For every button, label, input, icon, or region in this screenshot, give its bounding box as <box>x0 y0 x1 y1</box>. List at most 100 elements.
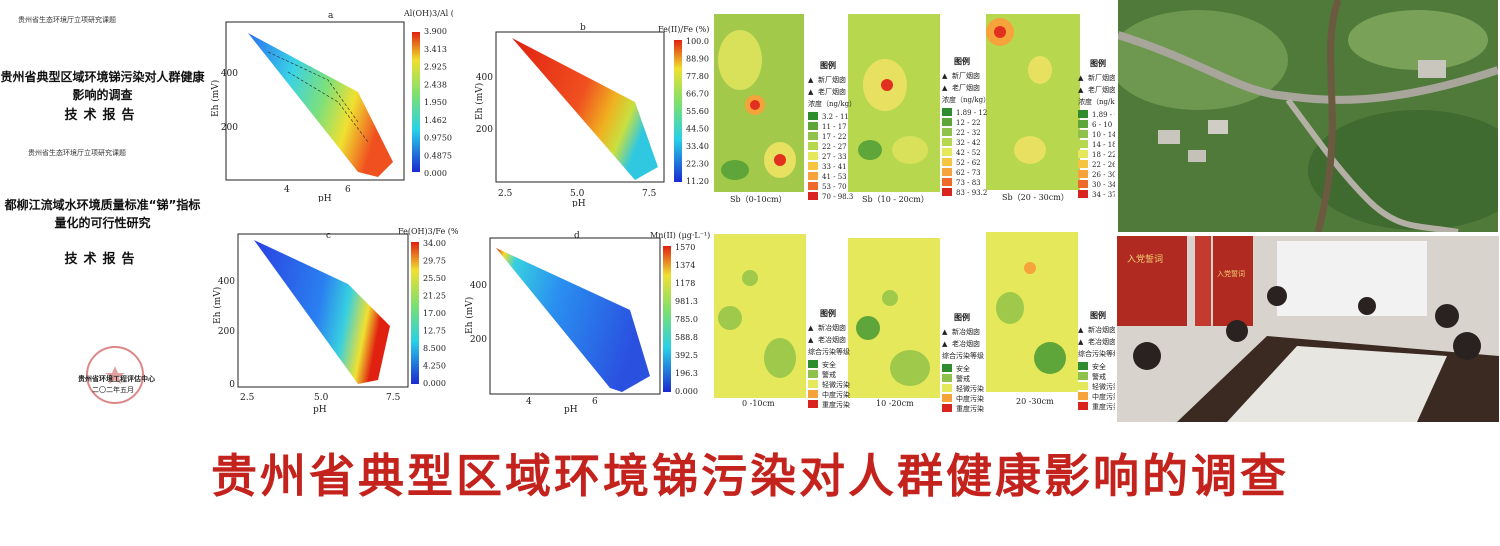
legend-conc-title: 浓度（ng/kg） <box>808 99 856 108</box>
map-sb-0-10: Sb（0-10cm） <box>714 14 804 204</box>
y-axis-label: Eh (mV) <box>210 80 221 117</box>
legend-old-chimney: 老冶烟囱 <box>818 335 846 344</box>
report-subtitle: 技术报告 <box>64 252 141 267</box>
chimney-icon: ▲ <box>942 328 948 336</box>
chart-label: a <box>328 11 334 21</box>
legend-swatch <box>1078 170 1088 178</box>
x-tick: 2.5 <box>240 393 255 403</box>
contour-region <box>512 38 658 180</box>
legend-level: 中度污染 <box>956 394 984 403</box>
y-tick: 400 <box>470 281 487 291</box>
legend-level: 轻微污染 <box>822 380 850 389</box>
legend-class: 34 - 37.7 <box>1092 191 1115 199</box>
legend-swatch <box>1078 402 1088 410</box>
colorbar-tick: 77.80 <box>686 72 709 81</box>
report-title: 贵州省典型区域环境锑污染对人群健康 影响的调查 <box>0 68 205 104</box>
colorbar-tick: 8.500 <box>423 344 446 353</box>
legend-swatch <box>942 138 952 146</box>
colorbar-tick: 0.9750 <box>424 134 452 143</box>
x-tick: 4 <box>526 397 532 407</box>
report-title-line-1: 贵州省典型区域环境锑污染对人群健康 <box>0 70 205 84</box>
y-tick: 400 <box>221 69 238 79</box>
chart-label: d <box>574 231 580 241</box>
map-caption: Sb（10 - 20cm） <box>862 195 929 204</box>
legend-level: 轻微污染 <box>1092 382 1115 391</box>
x-tick: 5.0 <box>570 189 585 199</box>
legend-class: 62 - 73 <box>956 169 981 177</box>
legend-old-chimney: 老冶烟囱 <box>1088 337 1115 346</box>
chimney-icon: ▲ <box>1078 326 1084 334</box>
contour-region <box>254 240 390 384</box>
legend-class: 3.2 - 11 <box>822 113 849 121</box>
colorbar-title: Al(OH)3/Al (%) <box>403 9 453 18</box>
colorbar-tick: 3.413 <box>424 45 447 54</box>
legend-class: 70 - 98.3 <box>822 193 853 201</box>
legend-new-chimney: 新冶烟囱 <box>952 327 980 336</box>
x-tick: 7.5 <box>386 393 401 403</box>
y-axis-label: Eh (mV) <box>464 297 475 334</box>
y-tick: 200 <box>218 327 235 337</box>
legend-swatch <box>1078 160 1088 168</box>
colorbar-tick: 1570 <box>675 243 695 252</box>
banner-text: 入党誓词 <box>1127 253 1163 265</box>
concentration-maps-top: Sb（0-10cm） Sb（10 - 20cm） Sb（20 - 30cm） <box>714 14 1080 204</box>
chimney-icon: ▲ <box>942 84 948 92</box>
legend-swatch <box>808 380 818 388</box>
legend-level: 安全 <box>822 360 836 369</box>
legend-swatch <box>942 108 952 116</box>
legend-level-title: 综合污染等级 <box>1078 349 1115 358</box>
contour-region <box>496 248 650 392</box>
page-banner-title: 贵州省典型区域环境锑污染对人群健康影响的调查 <box>211 449 1289 503</box>
contour-region <box>248 33 393 177</box>
chart-label: b <box>580 23 586 33</box>
colorbar <box>411 242 419 384</box>
legend-swatch <box>808 172 818 180</box>
colorbar-ticks: 1570 1374 1178 981.3 785.0 588.8 392.5 196.3 0.0… <box>675 243 698 396</box>
legend-class: 32 - 42 <box>956 139 981 147</box>
legend-class: 53 - 70 <box>822 183 847 191</box>
colorbar-title: Mn(II) (μg·L⁻¹) <box>650 231 710 240</box>
legend-level: 警戒 <box>956 374 970 383</box>
map-caption: 10 -20cm <box>876 399 914 408</box>
legend-swatch <box>1078 150 1088 158</box>
colorbar <box>674 40 682 182</box>
legend-swatch <box>808 122 818 130</box>
legend-conc-title: 浓度（ng/kg） <box>1078 97 1115 106</box>
legend-title: 图例 <box>820 60 836 70</box>
legend-swatch <box>808 182 818 190</box>
y-axis-label: Eh (mV) <box>212 287 223 324</box>
aerial-photo <box>1118 0 1498 232</box>
legend-swatch <box>1078 110 1088 118</box>
colorbar-tick: 22.30 <box>686 160 709 169</box>
colorbar-tick: 4.250 <box>423 362 446 371</box>
legend-swatch <box>942 364 952 372</box>
legend-swatch <box>1078 130 1088 138</box>
chart-panel-a: a 400 200 4 6 pH Eh (mV) Al(OH)3/Al (%) … <box>210 9 453 202</box>
colorbar-tick: 3.900 <box>424 27 447 36</box>
legend-swatch <box>942 404 952 412</box>
legend-title: 图例 <box>1090 310 1106 320</box>
x-tick: 5.0 <box>314 393 329 403</box>
legend-new-chimney: 新厂烟囱 <box>952 71 980 80</box>
legend-class: 11 - 17 <box>822 123 847 131</box>
legend-swatch <box>808 142 818 150</box>
legend-swatch <box>942 128 952 136</box>
legend-swatch <box>1078 140 1088 148</box>
colorbar-tick: 11.20 <box>686 177 709 186</box>
x-axis-label: pH <box>318 194 332 202</box>
colorbar <box>412 32 420 172</box>
legend-class: 22 - 32 <box>956 129 981 137</box>
report-title-line-2: 量化的可行性研究 <box>54 216 151 230</box>
legend-swatch <box>808 132 818 140</box>
legend-new-chimney: 新冶烟囱 <box>1088 325 1115 334</box>
legend-swatch <box>1078 382 1088 390</box>
pollution-level-maps: 0 -10cm 10 -20cm 20 -30cm <box>714 232 1078 408</box>
colorbar-tick: 33.40 <box>686 142 709 151</box>
colorbar-ticks: 100.0 88.90 77.80 66.70 55.60 44.50 33.40 22.30… <box>686 37 709 186</box>
colorbar-title: Fe(II)/Fe (%) <box>658 25 709 34</box>
legend-class: 6 - 10 <box>1092 121 1112 129</box>
colorbar-tick: 392.5 <box>675 351 698 360</box>
map-level-0-10: 0 -10cm <box>714 234 806 408</box>
legend-new-chimney: 新冶烟囱 <box>818 323 846 332</box>
